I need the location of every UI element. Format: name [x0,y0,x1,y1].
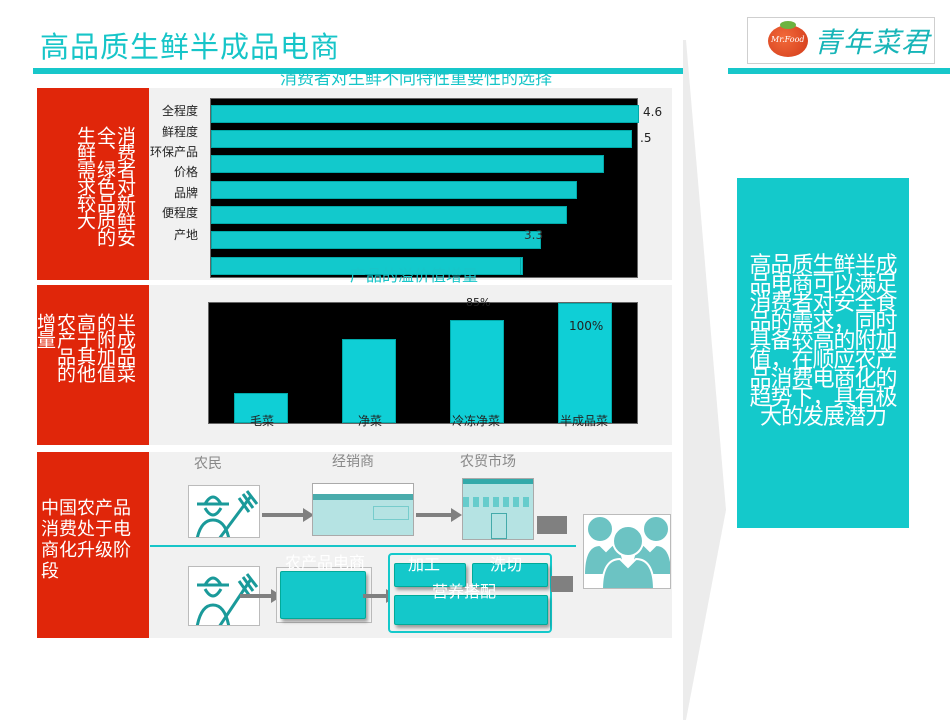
process-block [394,563,466,587]
chain-divider [150,545,576,547]
page-title: 高品质生鲜半成品电商 [40,30,341,64]
logo-badge-text: Mr.Food [771,34,805,44]
flow-arrow [416,508,462,522]
ecommerce-label: 农产品电商 [284,553,365,572]
category-label: 品牌 [173,186,198,200]
nutrition-label: 营养搭配 [432,582,497,601]
bar-2 [211,155,604,173]
brand-logo: Mr.Food 青年菜君 [747,17,935,64]
value-label: 100% [569,319,604,333]
processing-group [388,553,552,633]
ecommerce-block [280,571,366,619]
value-label: 85% [466,296,491,309]
category-label: 全程度 [161,104,198,118]
conclusion-text: 高品质生鲜半成品电商可以满足消费者对安全食品的需求，同时具备较高的附加值，在顺应… [749,253,897,430]
farmer-icon [188,485,260,538]
flow-arrow-block [551,576,573,592]
chevron-divider-icon [683,40,728,720]
category-label: 产地 [173,228,198,242]
wash-cut-block [472,563,548,587]
farmer-label: 农民 [194,456,222,472]
bar-3 [211,181,577,199]
category-label: 净菜 [357,414,382,428]
flow-arrow [262,508,314,522]
category-label: 价格 [173,165,198,179]
category-label: 毛菜 [249,414,274,428]
side-text: 半成品菜的附加值高于其他农产品的增量 [34,313,136,381]
market-stall-icon [462,478,534,540]
flow-arrow [363,589,397,603]
value-label: .5 [640,131,652,145]
value-label: 4.6 [643,105,663,119]
consumers-group-icon [583,514,671,589]
distributor-label: 经销商 [332,454,374,470]
tomato-logo-icon: Mr.Food [768,20,808,57]
bar-3 [558,303,612,423]
bar-1 [211,130,632,148]
logo-brand-text: 青年菜君 [814,25,931,59]
bar-0 [234,393,288,423]
wash-cut-label: 洗切 [490,555,523,574]
bar-4 [211,206,567,224]
chart-title-importance: 消费者对生鲜不同特性重要性的选择 [280,69,552,89]
process-label: 加工 [408,555,441,574]
category-label: 便程度 [161,206,198,220]
flow-arrow-block [537,516,567,534]
bar-2 [450,320,504,423]
side-label-supply-chain: 中国农产品消费处于电商化升级阶段 [37,452,149,638]
chart-title-premium: 产品的溢价值增量 [350,266,479,285]
category-label: 半成品菜 [559,414,608,428]
side-text: 消费者对新鲜安全、绿色品质的生鲜需求较大 [74,126,136,245]
title-divider [33,68,950,74]
distributor-store-icon [312,483,414,536]
conclusion-box: 高品质生鲜半成品电商可以满足消费者对安全食品的需求，同时具备较高的附加值，在顺应… [737,178,909,528]
flow-arrow [240,589,282,603]
value-label: 3.3 [524,228,544,242]
category-label: 环保产品 [149,145,198,159]
nutrition-block [394,595,548,625]
bar-7 [211,257,521,275]
side-text: 中国农产品消费处于电商化升级阶段 [41,498,131,582]
importance-bar-chart [210,98,639,278]
bar-1 [342,339,396,423]
bar-0 [211,105,639,123]
category-label: 鲜程度 [161,125,198,139]
category-label: 冷冻净菜 [451,414,500,428]
bar-5 [211,231,541,249]
side-label-consumer-demand: 消费者对新鲜安全、绿色品质的生鲜需求较大 [37,88,149,280]
market-label: 农贸市场 [460,454,516,470]
side-label-value-added: 半成品菜的附加值高于其他农产品的增量 [34,285,149,445]
ecommerce-node [276,567,372,623]
premium-bar-chart [208,302,638,424]
